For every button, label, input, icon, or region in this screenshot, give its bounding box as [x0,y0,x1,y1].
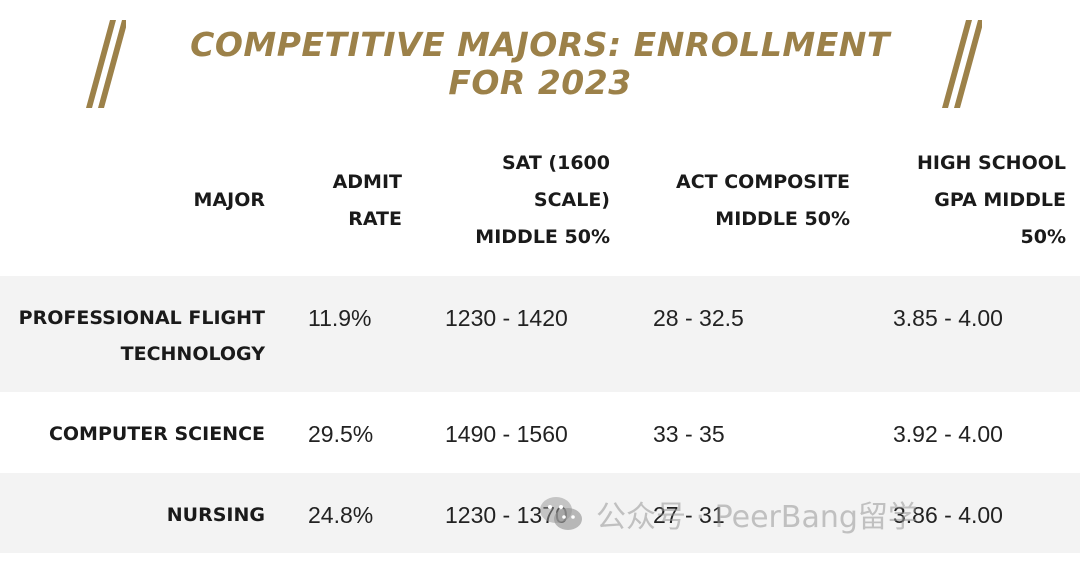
double-slash-icon [86,20,126,108]
header-act: ACT COMPOSITE MIDDLE 50% [676,171,850,230]
row-gpa: 3.86 - 4.00 [893,502,1003,528]
row-act: 27 - 31 [653,502,725,528]
row-major: PROFESSIONAL FLIGHT TECHNOLOGY [18,307,265,365]
row-sat: 1230 - 1420 [445,305,568,331]
row-act: 28 - 32.5 [653,305,744,331]
title-banner: COMPETITIVE MAJORS: ENROLLMENT FOR 2023 [0,0,1080,120]
watermark: 公众号 · PeerBang留学 [538,492,918,536]
double-slash-icon [942,20,982,108]
wechat-icon [538,494,584,534]
header-gpa: HIGH SCHOOL GPA MIDDLE 50% [916,152,1066,248]
row-gpa: 3.85 - 4.00 [893,305,1003,331]
row-admit-rate: 24.8% [308,502,374,528]
header-admit-rate: ADMIT RATE [332,171,402,230]
page-title: COMPETITIVE MAJORS: ENROLLMENT FOR 2023 [190,25,890,102]
row-admit-rate: 11.9% [308,305,372,331]
watermark-text: 公众号 · PeerBang留学 [596,500,918,535]
row-major: COMPUTER SCIENCE [48,423,265,445]
row-background-1 [0,276,1080,392]
row-act: 33 - 35 [653,421,725,447]
row-major: NURSING [166,504,265,526]
row-admit-rate: 29.5% [308,421,374,447]
row-background-3 [0,473,1080,553]
row-sat: 1490 - 1560 [445,421,568,447]
header-sat: SAT (1600 SCALE) MIDDLE 50% [475,152,610,248]
row-gpa: 3.92 - 4.00 [893,421,1003,447]
header-major: MAJOR [193,189,265,211]
